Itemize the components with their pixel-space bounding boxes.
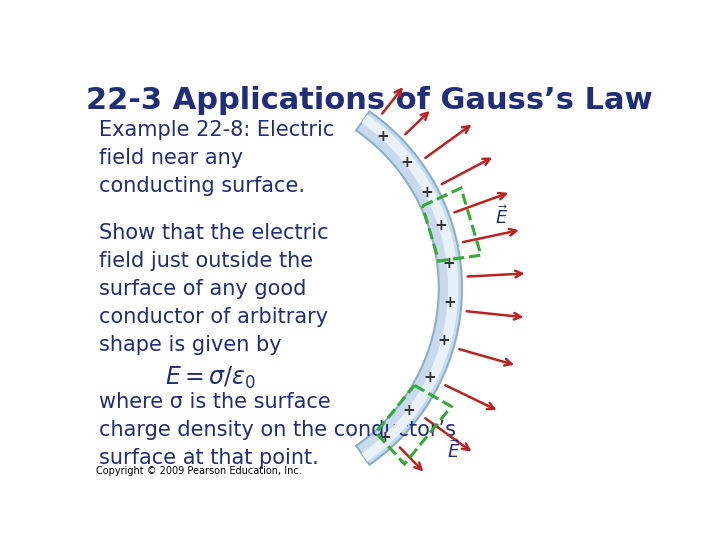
Text: +: + bbox=[376, 129, 389, 144]
Text: Example 22-8: Electric
field near any
conducting surface.: Example 22-8: Electric field near any co… bbox=[99, 120, 335, 196]
Text: +: + bbox=[443, 256, 455, 271]
Text: $\vec{E}$: $\vec{E}$ bbox=[447, 439, 460, 462]
Text: +: + bbox=[400, 155, 413, 170]
Text: +: + bbox=[423, 370, 436, 385]
Text: +: + bbox=[434, 218, 446, 233]
Text: 22-3 Applications of Gauss’s Law: 22-3 Applications of Gauss’s Law bbox=[86, 86, 652, 116]
Text: where σ is the surface
charge density on the conductor’s
surface at that point.: where σ is the surface charge density on… bbox=[99, 392, 456, 468]
Text: +: + bbox=[444, 295, 456, 310]
Polygon shape bbox=[356, 111, 462, 465]
Polygon shape bbox=[361, 114, 458, 462]
Text: $\vec{E}$: $\vec{E}$ bbox=[495, 206, 508, 228]
Text: Copyright © 2009 Pearson Education, Inc.: Copyright © 2009 Pearson Education, Inc. bbox=[96, 466, 302, 476]
Text: $E = \sigma/\varepsilon_0$: $E = \sigma/\varepsilon_0$ bbox=[165, 365, 256, 392]
Text: +: + bbox=[379, 430, 392, 445]
Text: +: + bbox=[402, 403, 415, 418]
Text: +: + bbox=[437, 333, 450, 348]
Text: +: + bbox=[420, 185, 433, 200]
Text: Show that the electric
field just outside the
surface of any good
conductor of a: Show that the electric field just outsid… bbox=[99, 222, 329, 355]
